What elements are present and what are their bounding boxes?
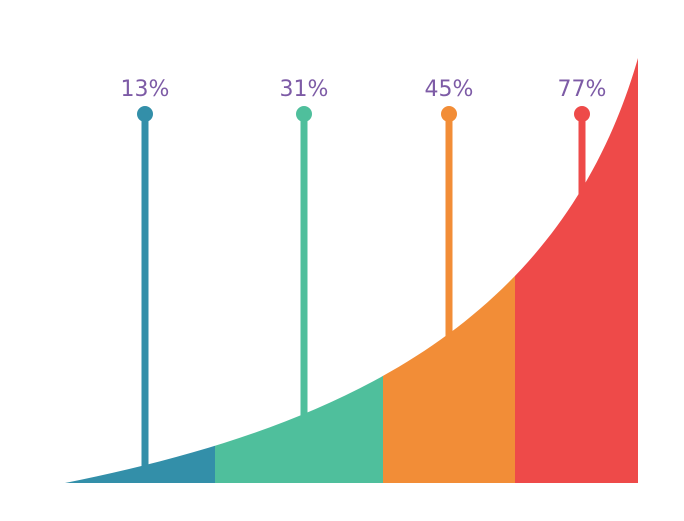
pin-head: [574, 106, 590, 122]
pin-head: [137, 106, 153, 122]
area-segment: [515, 58, 638, 483]
value-label: 13%: [121, 77, 170, 102]
pin-head: [296, 106, 312, 122]
value-label: 31%: [280, 77, 329, 102]
value-label: 45%: [425, 77, 474, 102]
area: [65, 58, 638, 483]
area-segment: [65, 58, 215, 483]
pin-head: [441, 106, 457, 122]
labels: 13% 31% 45% 77%: [121, 77, 607, 102]
value-label: 77%: [558, 77, 607, 102]
area-segment: [215, 58, 383, 483]
